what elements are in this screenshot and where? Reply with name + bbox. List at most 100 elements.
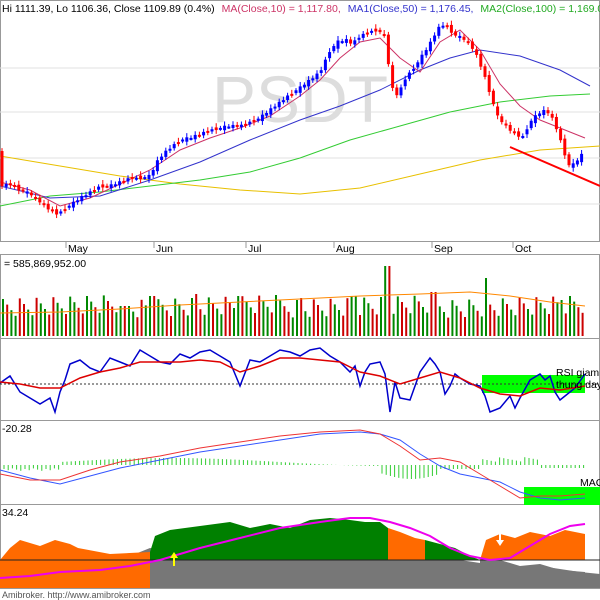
candle-body bbox=[433, 35, 437, 42]
ma200-line bbox=[0, 145, 600, 195]
volume-bar bbox=[384, 266, 387, 336]
candle-body bbox=[445, 25, 449, 28]
macd-histogram-bar bbox=[28, 465, 30, 471]
macd-histogram-bar bbox=[440, 465, 442, 469]
volume-bar bbox=[308, 316, 311, 336]
macd-histogram-bar bbox=[368, 465, 370, 466]
bottom-areas bbox=[0, 518, 600, 588]
volume-bar bbox=[14, 315, 17, 336]
volume-bar bbox=[312, 299, 315, 336]
volume-bar bbox=[354, 296, 357, 336]
volume-bar bbox=[258, 295, 261, 336]
macd-histogram-bar bbox=[444, 465, 446, 469]
volume-bar bbox=[333, 304, 336, 336]
volume-bar bbox=[102, 295, 105, 336]
candle-body bbox=[424, 50, 428, 56]
candle-body bbox=[97, 186, 101, 190]
macd-histogram-bar bbox=[461, 465, 463, 469]
volume-bar bbox=[569, 296, 571, 336]
macd-histogram-bar bbox=[125, 458, 127, 465]
volume-bar bbox=[472, 305, 475, 336]
candle-body bbox=[521, 136, 525, 139]
volume-bar bbox=[543, 308, 546, 336]
candle-body bbox=[550, 113, 554, 118]
macd-histogram-bar bbox=[100, 459, 102, 465]
candle-body bbox=[206, 130, 210, 133]
candle-body bbox=[563, 138, 567, 156]
candle-body bbox=[559, 128, 563, 141]
candle-body bbox=[298, 86, 302, 93]
macd-histogram-bar bbox=[360, 465, 362, 466]
macd-histogram-bar bbox=[221, 459, 223, 465]
candle-body bbox=[76, 200, 80, 203]
volume-bar bbox=[367, 303, 370, 336]
candle-body bbox=[332, 46, 336, 52]
volume-bar bbox=[468, 299, 471, 336]
macd-annotation: MAC bbox=[580, 477, 600, 489]
candle-body bbox=[38, 197, 42, 203]
month-label: Jun bbox=[156, 243, 173, 255]
volume-bar bbox=[2, 299, 4, 336]
volume-bar bbox=[346, 298, 349, 336]
macd-histogram-bar bbox=[91, 460, 93, 465]
candle-body bbox=[113, 184, 117, 187]
volume-bar bbox=[338, 310, 340, 336]
candle-body bbox=[575, 160, 579, 165]
candle-body bbox=[252, 119, 256, 122]
candle-body bbox=[25, 191, 29, 194]
volume-bar bbox=[123, 306, 126, 336]
volume-bar bbox=[476, 310, 479, 336]
macd-histogram-bar bbox=[364, 465, 366, 466]
candle-body bbox=[386, 34, 390, 65]
macd-histogram-bar bbox=[373, 465, 375, 466]
ohlc-label: Hi 1111.39, Lo 1106.36, Close 1109.89 (0… bbox=[2, 3, 215, 15]
candle-body bbox=[420, 54, 424, 65]
volume-bar bbox=[18, 298, 21, 336]
footer: Amibroker. http://www.amibroker.com bbox=[2, 590, 151, 600]
bottom-arrows bbox=[170, 532, 504, 566]
volume-bar bbox=[380, 297, 382, 336]
candle-body bbox=[470, 41, 474, 49]
volume-bar bbox=[224, 296, 227, 336]
macd-histogram-bar bbox=[473, 465, 475, 469]
volume-bar bbox=[157, 299, 160, 336]
macd-histogram-bar bbox=[322, 464, 324, 465]
macd-red-line bbox=[0, 429, 586, 499]
macd-histogram-bar bbox=[503, 458, 505, 465]
candle-body bbox=[8, 183, 12, 186]
macd-histogram-bar bbox=[158, 458, 160, 465]
macd-histogram-bar bbox=[398, 465, 400, 478]
volume-bar bbox=[107, 301, 109, 336]
macd-histogram-bar bbox=[284, 462, 286, 465]
macd-histogram-bar bbox=[293, 462, 295, 465]
candle-body bbox=[265, 112, 269, 116]
candle-body bbox=[17, 184, 21, 191]
macd-histogram-bar bbox=[402, 465, 404, 479]
macd-histogram-bar bbox=[37, 465, 39, 470]
candle-body bbox=[441, 25, 445, 28]
macd-histogram-bar bbox=[230, 459, 232, 465]
candle-body bbox=[340, 41, 344, 44]
volume-bar bbox=[396, 296, 399, 336]
volume-bar bbox=[506, 304, 508, 336]
macd-histogram-bar bbox=[381, 465, 383, 474]
macd-histogram-bar bbox=[251, 460, 253, 465]
volume-bar bbox=[56, 302, 59, 336]
volume-bar bbox=[480, 316, 483, 336]
volume-bar bbox=[94, 307, 97, 336]
candle-body bbox=[101, 184, 105, 188]
macd-label: -20.28 bbox=[2, 423, 32, 435]
candle-body bbox=[151, 169, 155, 176]
volume-bar bbox=[518, 297, 521, 336]
green-area bbox=[150, 518, 388, 560]
volume-bar bbox=[170, 316, 172, 336]
macd-histogram-bar bbox=[200, 458, 202, 465]
volume-bar bbox=[149, 296, 151, 336]
volume-bar bbox=[531, 314, 534, 336]
candle-body bbox=[533, 115, 537, 124]
macd-histogram-bar bbox=[104, 459, 106, 465]
candle-body bbox=[126, 178, 130, 182]
candle-body bbox=[491, 90, 495, 105]
volume-bar bbox=[283, 306, 286, 336]
candle-body bbox=[214, 127, 218, 131]
